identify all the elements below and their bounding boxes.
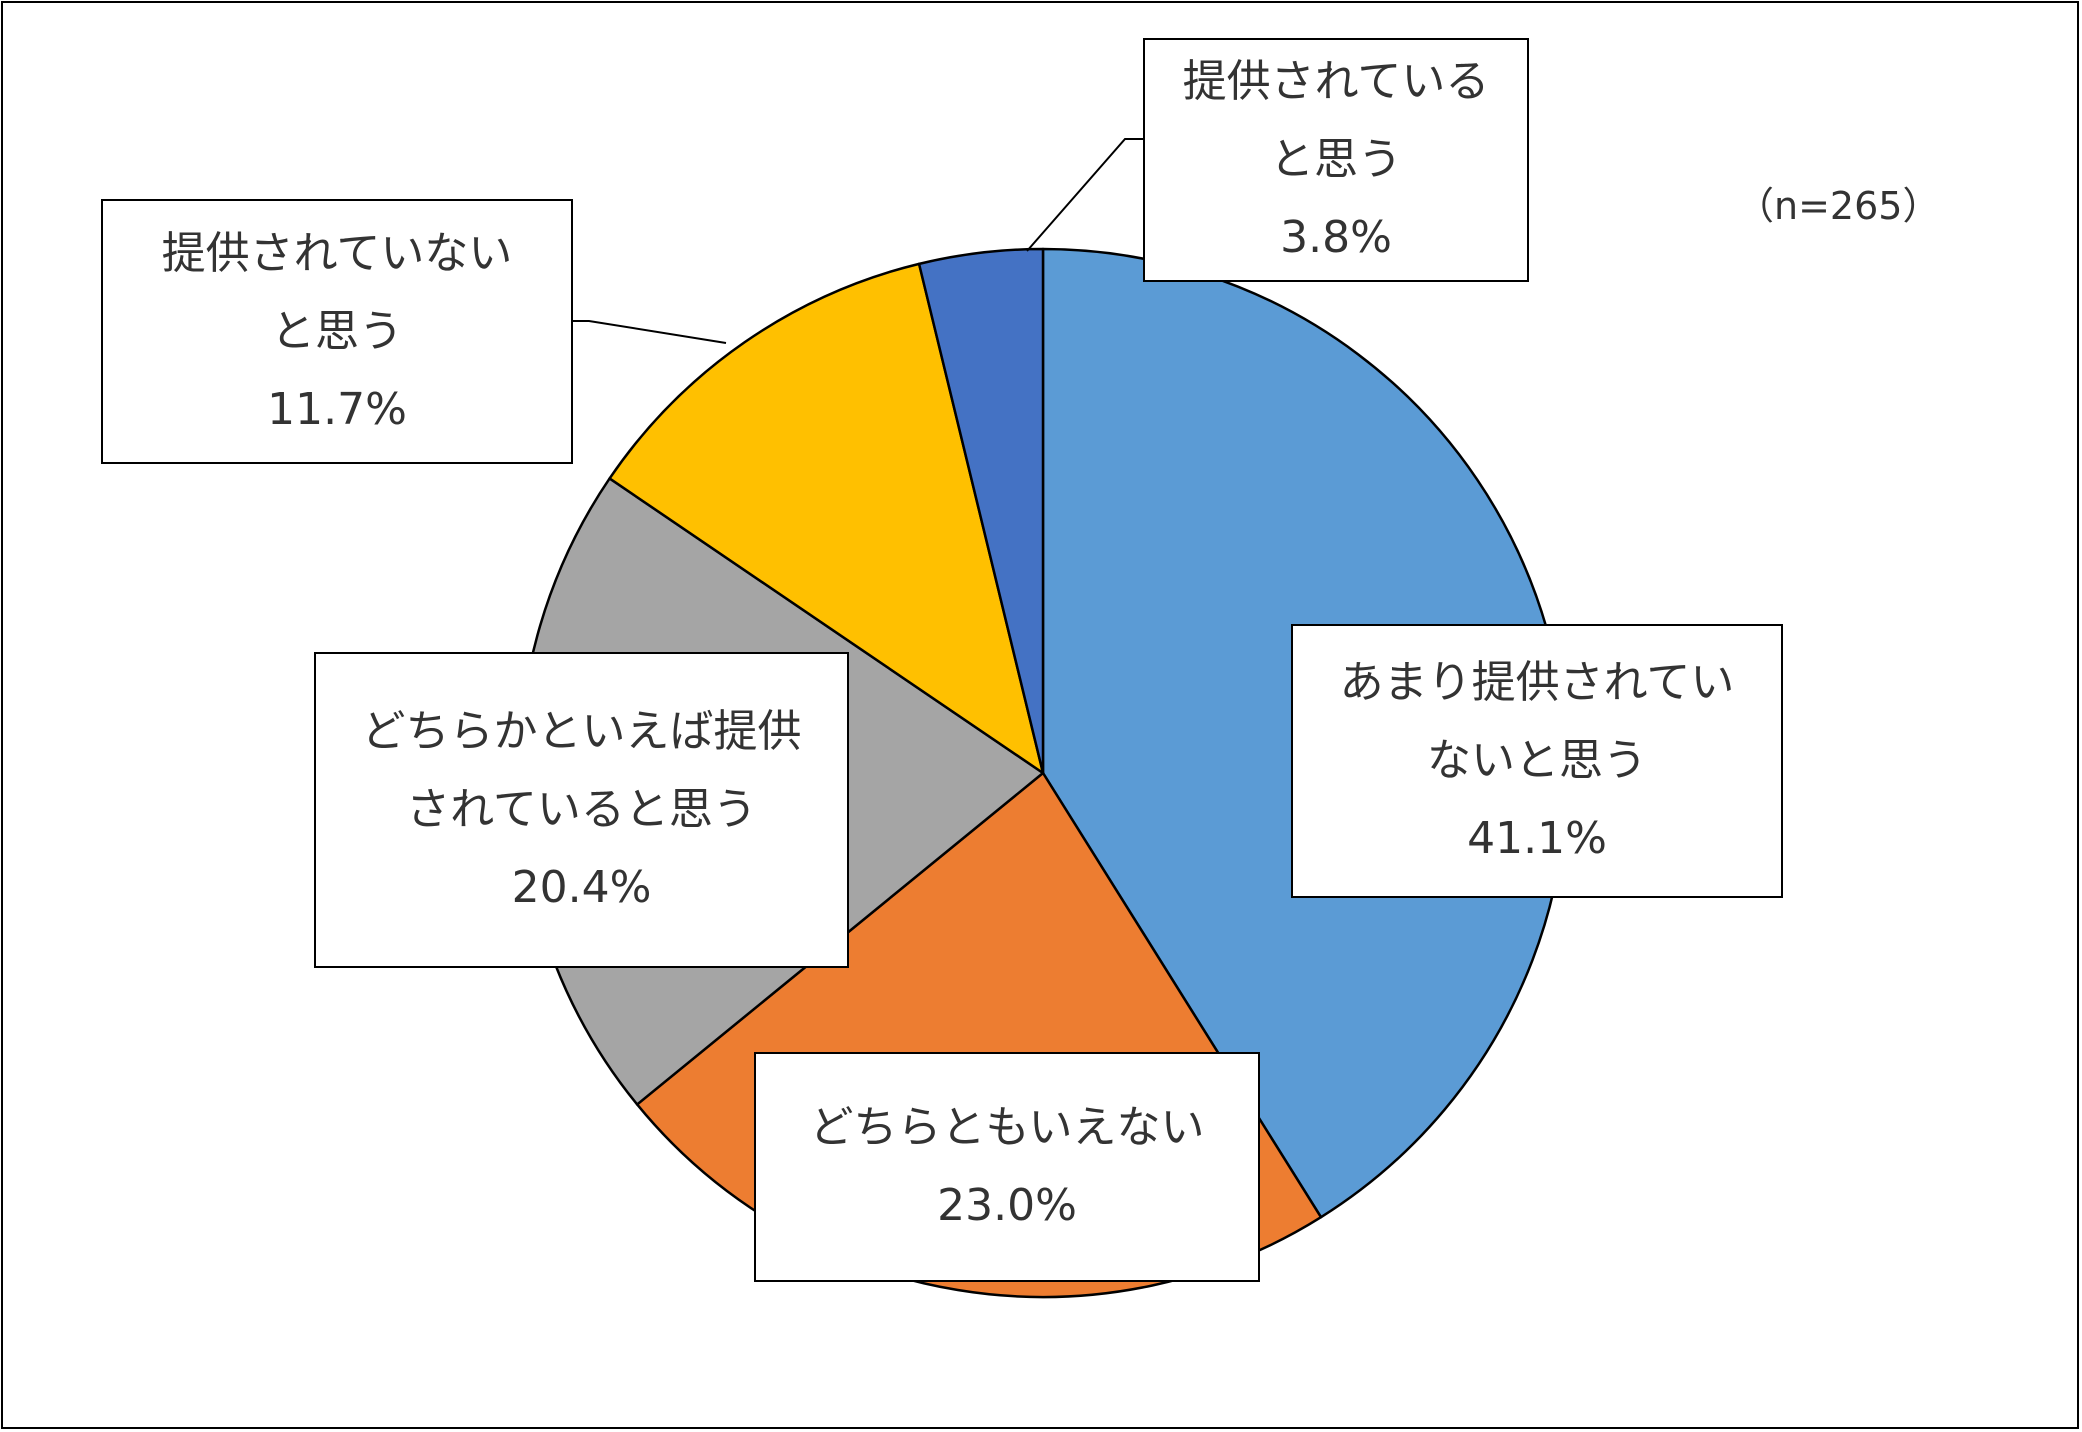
slice-label-somewhat-provided: どちらかといえば提供 されていると思う 20.4% <box>314 652 849 968</box>
slice-label-line: 提供されている <box>1182 56 1490 107</box>
sample-size-note: （n=265） <box>1736 184 1941 228</box>
pie-slice-provided <box>917 247 1045 775</box>
slice-label-rarely-provided: あまり提供されてい ないと思う 41.1% <box>1291 624 1783 898</box>
slice-label-not-provided: 提供されていない と思う 11.7% <box>101 199 573 464</box>
slice-value: 3.8% <box>1280 212 1392 263</box>
slice-value: 23.0% <box>937 1180 1077 1231</box>
slice-value: 20.4% <box>511 862 652 913</box>
slice-label-provided: 提供されている と思う 3.8% <box>1143 38 1529 282</box>
slice-label-line: されていると思う <box>406 784 757 835</box>
slice-label-line: 提供されていない <box>161 227 513 279</box>
slice-label-neither: どちらともいえない 23.0% <box>754 1052 1260 1282</box>
slice-value: 11.7% <box>267 383 407 435</box>
slice-label-line: どちらかといえば提供 <box>361 706 802 757</box>
slice-label-line: ないと思う <box>1427 735 1647 786</box>
slice-label-line: と思う <box>271 305 403 357</box>
leader-line-not-provided <box>573 320 727 344</box>
leader-line-provided <box>1026 138 1143 252</box>
slice-label-line: どちらともいえない <box>809 1102 1205 1153</box>
slice-label-line: あまり提供されてい <box>1339 657 1735 708</box>
pie-slice-not-provided <box>608 262 1045 775</box>
slice-value: 41.1% <box>1467 813 1607 864</box>
slice-label-line: と思う <box>1270 134 1402 185</box>
